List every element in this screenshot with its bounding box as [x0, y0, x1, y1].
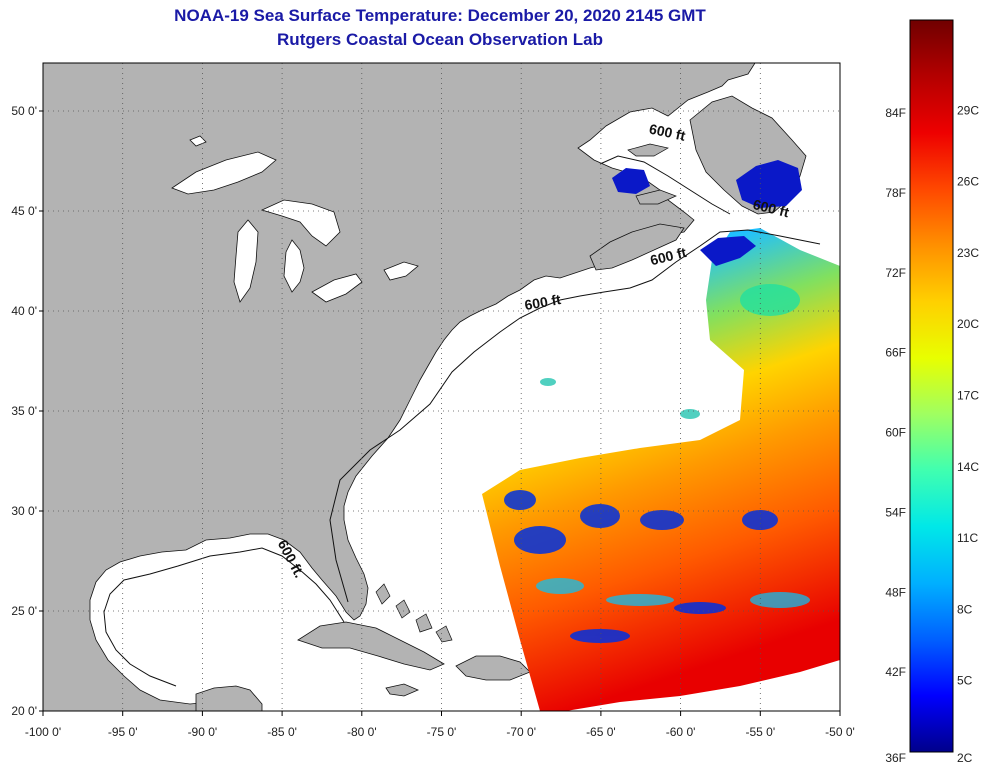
- x-tick-label: -95 0': [108, 725, 138, 739]
- contour-label: 600 ft: [648, 120, 687, 143]
- colorbar-f-label: 48F: [885, 585, 906, 599]
- longitude-axis: -100 0' -95 0' -90 0' -85 0' -80 0' -75 0' -70…: [25, 711, 855, 739]
- latitude-axis: 50 0' 45 0' 40 0' 35 0' 30 0' 25 0' 20 0': [11, 104, 43, 718]
- colorbar-f-label: 66F: [885, 346, 906, 360]
- x-tick-label: -50 0': [825, 725, 855, 739]
- y-tick-label: 40 0': [11, 304, 37, 318]
- y-tick-label: 50 0': [11, 104, 37, 118]
- contour-label: 600 ft: [523, 291, 562, 313]
- isobath-gulf-st-lawrence: [599, 155, 731, 215]
- colorbar-c-label: 17C: [957, 389, 979, 403]
- isobath-gulf: [103, 547, 345, 687]
- colorbar-f-label: 36F: [885, 751, 906, 765]
- y-tick-label: 25 0': [11, 604, 37, 618]
- pei-land: [635, 189, 677, 205]
- colorbar-f-label: 78F: [885, 186, 906, 200]
- colorbar-c-label: 11C: [957, 531, 978, 545]
- jamaica-land: [385, 683, 420, 697]
- nova-scotia-land: [589, 223, 685, 271]
- colorbar-c-label: 20C: [957, 317, 979, 331]
- colorbar-c-label: 23C: [957, 246, 979, 260]
- colorbar-fahrenheit-labels: 84F 78F 72F 66F 60F 54F 48F 42F 36F: [885, 106, 906, 765]
- y-tick-label: 20 0': [11, 704, 37, 718]
- x-tick-label: -80 0': [347, 725, 377, 739]
- x-tick-label: -90 0': [188, 725, 218, 739]
- x-tick-label: -70 0': [506, 725, 536, 739]
- y-tick-label: 35 0': [11, 404, 37, 418]
- yucatan-land: [195, 685, 263, 711]
- colorbar-f-label: 54F: [885, 505, 906, 519]
- x-tick-label: -75 0': [427, 725, 457, 739]
- cyan-specks: [540, 378, 700, 419]
- cyan-patch-north: [740, 284, 800, 316]
- colorbar-c-label: 8C: [957, 602, 973, 616]
- colorbar-c-label: 14C: [957, 460, 979, 474]
- map-subtitle: Rutgers Coastal Ocean Observation Lab: [277, 30, 603, 49]
- colorbar-f-label: 84F: [885, 106, 906, 120]
- colorbar-c-label: 29C: [957, 103, 979, 117]
- isobath-600ft: [329, 229, 821, 603]
- map-title: NOAA-19 Sea Surface Temperature: Decembe…: [174, 6, 706, 25]
- colorbar-c-label: 26C: [957, 175, 979, 189]
- colorbar-f-label: 72F: [885, 266, 906, 280]
- colorbar-f-label: 42F: [885, 665, 906, 679]
- colorbar-celsius-labels: 29C 26C 23C 20C 17C 14C 11C 8C 5C 2C: [957, 103, 979, 765]
- x-tick-label: -60 0': [666, 725, 696, 739]
- bahamas-land: [375, 583, 453, 643]
- x-tick-label: -65 0': [586, 725, 616, 739]
- y-tick-label: 30 0': [11, 504, 37, 518]
- colorbar-f-label: 60F: [885, 426, 906, 440]
- cold-water-patches: [612, 160, 802, 266]
- colorbar-c-label: 5C: [957, 674, 973, 688]
- x-tick-label: -55 0': [745, 725, 775, 739]
- great-lakes: [171, 135, 419, 303]
- colorbar-c-label: 2C: [957, 751, 973, 765]
- anticosti-land: [627, 143, 669, 157]
- graticule: [43, 63, 840, 711]
- cuba-land: [297, 621, 445, 671]
- x-tick-label: -100 0': [25, 725, 61, 739]
- y-tick-label: 45 0': [11, 204, 37, 218]
- x-tick-label: -85 0': [267, 725, 297, 739]
- colorbar-scale: [909, 19, 954, 753]
- colorbar: 84F 78F 72F 66F 60F 54F 48F 42F 36F 29C 26C 23C 20C…: [885, 19, 979, 765]
